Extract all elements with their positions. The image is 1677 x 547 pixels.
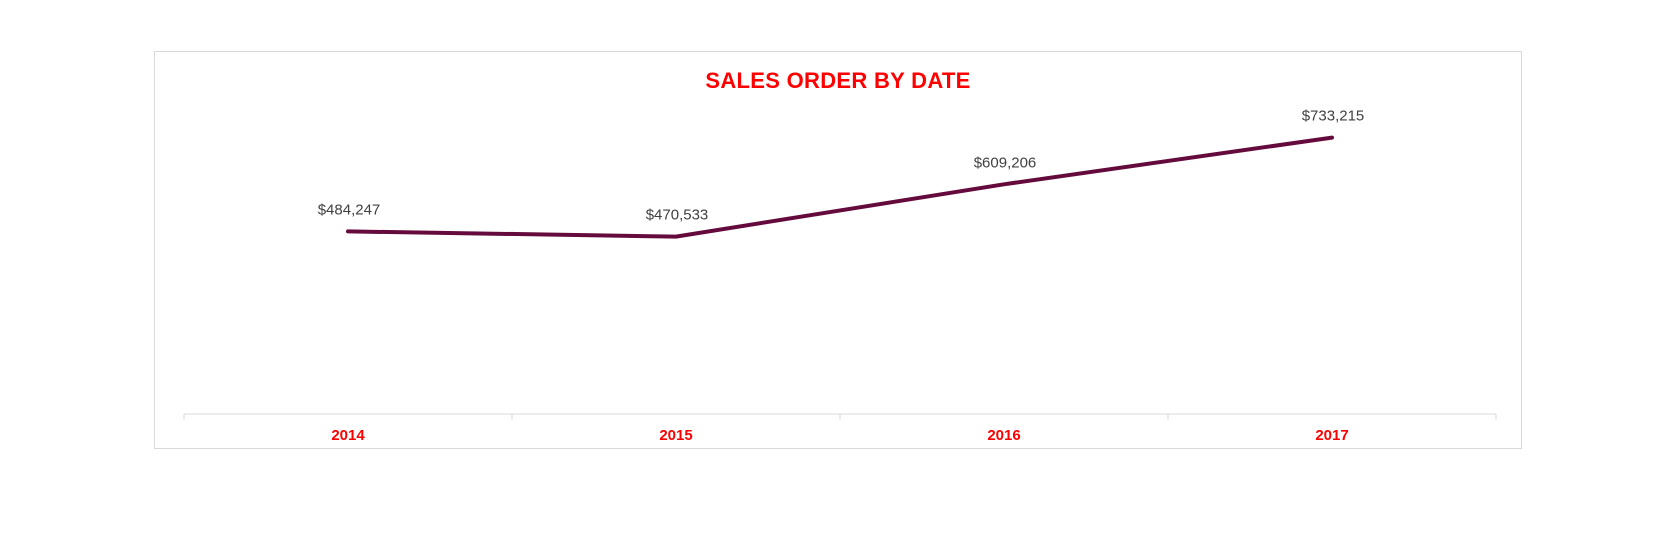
data-label: $733,215 <box>1302 108 1365 125</box>
data-label: $484,247 <box>318 201 381 218</box>
x-tick-label: 2014 <box>331 427 365 444</box>
data-label: $609,206 <box>974 154 1037 171</box>
series-line <box>346 135 1334 239</box>
x-tick-label: 2015 <box>659 427 692 444</box>
data-label: $470,533 <box>646 207 709 224</box>
x-tick-label: 2017 <box>1315 427 1348 444</box>
chart-container: SALES ORDER BY DATE $484,247 $470,533 $609… <box>154 51 1522 449</box>
x-tick-label: 2016 <box>987 427 1020 444</box>
line-chart-plot: $484,247 $470,533 $609,206 $733,215 2014 2015… <box>183 108 1497 444</box>
chart-title: SALES ORDER BY DATE <box>705 68 971 93</box>
